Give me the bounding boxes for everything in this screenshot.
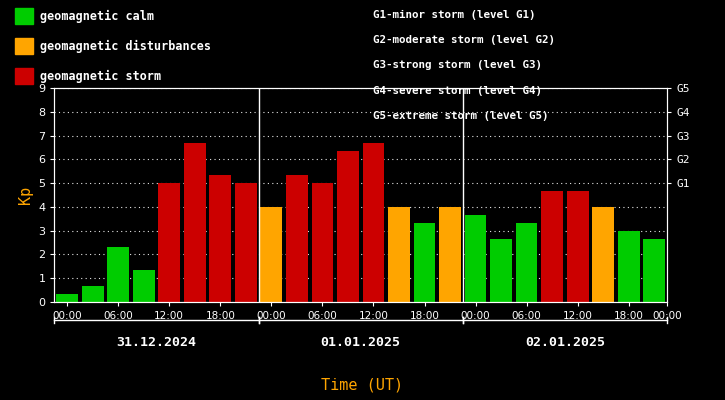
Bar [158, 183, 180, 302]
Bar [618, 231, 639, 302]
Text: G3-strong storm (level G3): G3-strong storm (level G3) [373, 60, 542, 70]
Bar [388, 207, 410, 302]
Bar [439, 207, 461, 302]
Bar [465, 215, 486, 302]
Bar [82, 286, 104, 302]
Bar [235, 183, 257, 302]
Text: G4-severe storm (level G4): G4-severe storm (level G4) [373, 86, 542, 96]
Bar [107, 246, 129, 302]
Bar [260, 207, 282, 302]
Text: geomagnetic calm: geomagnetic calm [40, 10, 154, 22]
Text: 02.01.2025: 02.01.2025 [525, 336, 605, 348]
Bar [184, 144, 206, 302]
Bar [362, 144, 384, 302]
Text: G1-minor storm (level G1): G1-minor storm (level G1) [373, 10, 536, 20]
Text: G2-moderate storm (level G2): G2-moderate storm (level G2) [373, 35, 555, 45]
Bar [57, 294, 78, 302]
Bar [490, 238, 512, 302]
Bar [337, 152, 359, 302]
Bar [312, 183, 334, 302]
Text: geomagnetic disturbances: geomagnetic disturbances [40, 40, 211, 52]
Bar [210, 175, 231, 302]
Bar [133, 270, 154, 302]
Text: 01.01.2025: 01.01.2025 [320, 336, 401, 348]
Bar [567, 191, 589, 302]
Bar [643, 238, 665, 302]
Text: 31.12.2024: 31.12.2024 [117, 336, 196, 348]
Text: G5-extreme storm (level G5): G5-extreme storm (level G5) [373, 111, 549, 121]
Bar [592, 207, 614, 302]
Text: geomagnetic storm: geomagnetic storm [40, 70, 161, 82]
Bar [414, 223, 435, 302]
Bar [542, 191, 563, 302]
Text: Time (UT): Time (UT) [321, 377, 404, 392]
Y-axis label: Kp: Kp [17, 186, 33, 204]
Bar [286, 175, 307, 302]
Bar [515, 223, 537, 302]
